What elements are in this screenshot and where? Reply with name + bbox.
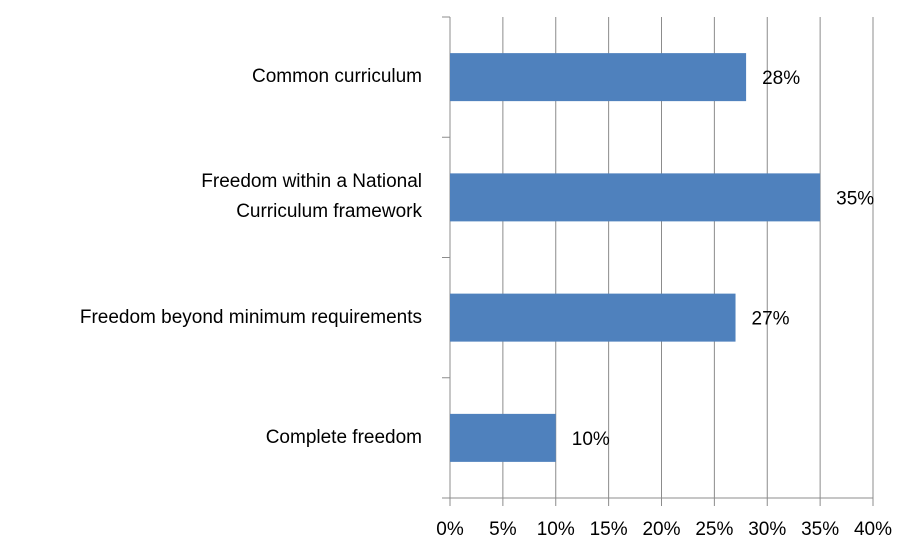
y-tick-label: Complete freedom [265,426,422,448]
y-tick-label: Freedom beyond minimum requirements [79,306,422,328]
x-tick-label: 0% [436,519,464,540]
x-tick-label: 40% [854,519,892,540]
bar [450,173,821,222]
bar [450,53,747,102]
y-tick-label: Freedom within a National Curriculum fra… [201,171,422,223]
x-tick-label: 20% [642,519,680,540]
x-tick-label: 30% [748,519,786,540]
x-tick-label: 5% [489,519,517,540]
x-tick-label: 35% [801,519,839,540]
x-tick-label: 15% [590,519,628,540]
x-tick-label: 10% [537,519,575,540]
bar [450,293,736,342]
x-tick-label: 25% [695,519,733,540]
value-label: 10% [572,429,610,450]
value-label: 28% [762,68,800,89]
value-label: 35% [836,188,874,209]
value-label: 27% [752,309,790,330]
bar [450,413,556,462]
y-tick-label: Common curriculum [252,66,422,88]
